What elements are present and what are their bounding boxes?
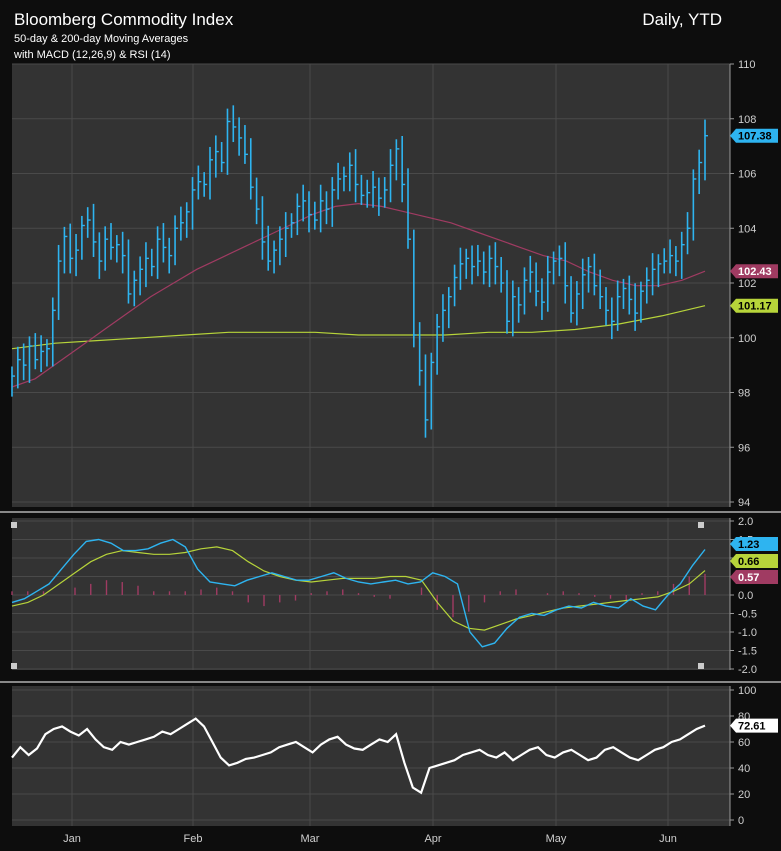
chart-subtitle-ma: 50-day & 200-day Moving Averages — [14, 33, 189, 45]
signal-last-value-bg — [730, 554, 778, 568]
tick-label: 0 — [738, 815, 744, 827]
resize-handle-bottom-left[interactable] — [11, 663, 17, 669]
rsi-value-tags: 72.61 — [730, 718, 778, 733]
tick-label: 98 — [738, 388, 750, 400]
resize-handle-top-left[interactable] — [11, 522, 17, 528]
resize-handle-top-right[interactable] — [698, 522, 704, 528]
tick-label: 108 — [738, 114, 756, 126]
macd-histogram — [11, 573, 706, 618]
rsi-gridlines — [12, 686, 730, 826]
x-tick-label: Apr — [424, 833, 441, 845]
ma200-line — [11, 305, 706, 350]
tick-label: 96 — [738, 442, 750, 454]
histogram-last-value-bg — [730, 570, 778, 584]
tick-label: 2.0 — [738, 516, 753, 528]
tick-label: -2.0 — [738, 664, 757, 676]
x-tick-label: Mar — [301, 833, 320, 845]
macd-last-value-bg — [730, 537, 778, 551]
tick-label: 40 — [738, 763, 750, 775]
x-tick-label: Jun — [659, 833, 677, 845]
signal-last-value: 0.66 — [738, 556, 759, 568]
macd-panel: 2.01.51.00.50.0-0.5-1.0-1.5-2.0 1.230.66… — [11, 516, 778, 676]
price-axis: 94 96 98 100 102 104 106 108 110 — [729, 59, 756, 509]
price-last-value: 107.38 — [738, 131, 772, 143]
price-bars — [11, 105, 708, 438]
tick-label: 100 — [738, 685, 756, 697]
macd-last-value: 1.23 — [738, 539, 759, 551]
macd-panel-background — [12, 518, 730, 670]
x-tick-label: Jan — [63, 833, 81, 845]
price-value-tags: 107.38 102.43 101.17 — [730, 128, 778, 313]
tick-label: 94 — [738, 497, 750, 509]
resize-handle-bottom-right[interactable] — [698, 663, 704, 669]
rsi-panel-background — [12, 686, 730, 826]
tick-label: 102 — [738, 278, 756, 290]
tick-label: 0.0 — [738, 590, 753, 602]
price-panel: 94 96 98 100 102 104 106 108 110 107.38 102.43 101… — [11, 59, 778, 509]
ma50-last-value-bg — [730, 264, 778, 279]
tick-label: -1.5 — [738, 646, 757, 658]
tick-label: 20 — [738, 789, 750, 801]
timeframe-label: Daily, YTD — [642, 10, 722, 29]
rsi-last-value: 72.61 — [738, 721, 766, 733]
tick-label: -1.0 — [738, 627, 757, 639]
price-panel-background — [12, 64, 730, 507]
price-gridlines — [12, 63, 730, 507]
price-last-value-bg — [730, 128, 778, 143]
tick-label: -0.5 — [738, 609, 757, 621]
ma50-last-value: 102.43 — [738, 266, 772, 278]
ma200-last-value: 101.17 — [738, 301, 772, 313]
ma50-line — [11, 202, 706, 388]
x-axis: Jan Feb Mar Apr May Jun — [63, 833, 677, 845]
chart-title: Bloomberg Commodity Index — [14, 10, 234, 29]
tick-label: 110 — [738, 59, 756, 71]
tick-label: 104 — [738, 223, 756, 235]
ma200-last-value-bg — [730, 298, 778, 313]
rsi-last-value-bg — [730, 718, 778, 733]
x-tick-label: May — [546, 833, 567, 845]
tick-label: 106 — [738, 169, 756, 181]
tick-label: 60 — [738, 737, 750, 749]
chart-subtitle-indicators: with MACD (12,26,9) & RSI (14) — [13, 49, 171, 61]
rsi-line — [11, 717, 706, 795]
tick-label: 100 — [738, 333, 756, 345]
macd-value-tags: 1.23 0.66 0.57 — [730, 537, 778, 584]
x-tick-label: Feb — [184, 833, 203, 845]
histogram-last-value: 0.57 — [738, 572, 759, 584]
macd-line — [11, 538, 706, 648]
